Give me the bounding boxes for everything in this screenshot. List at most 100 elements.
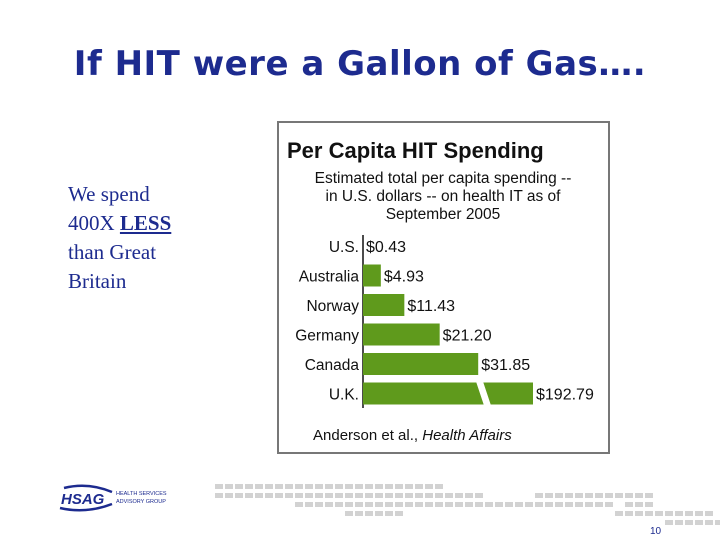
category-label: U.K.	[329, 387, 359, 404]
deco-dot	[345, 484, 353, 489]
deco-dot	[445, 502, 453, 507]
deco-dot	[405, 484, 413, 489]
deco-dot	[435, 502, 443, 507]
value-label: $31.85	[481, 357, 530, 374]
deco-dot	[315, 493, 323, 498]
deco-dot	[265, 493, 273, 498]
deco-dot	[485, 502, 493, 507]
deco-dot	[235, 493, 243, 498]
deco-dot	[625, 493, 633, 498]
deco-dot	[685, 520, 693, 525]
deco-dot	[535, 502, 543, 507]
deco-dot	[275, 484, 283, 489]
deco-dot	[455, 493, 463, 498]
value-label: $0.43	[366, 239, 406, 256]
bar-germany	[363, 323, 440, 346]
source-authors: Anderson et al.,	[313, 427, 422, 444]
deco-dot	[465, 502, 473, 507]
deco-dot	[375, 493, 383, 498]
deco-dot	[325, 502, 333, 507]
body-line-4: Britain	[68, 269, 127, 293]
deco-dot	[335, 484, 343, 489]
deco-dot	[495, 502, 503, 507]
deco-dot	[395, 502, 403, 507]
deco-dot	[245, 493, 253, 498]
deco-dot	[435, 493, 443, 498]
deco-dot	[715, 520, 720, 525]
deco-dot	[235, 484, 243, 489]
deco-dot	[385, 493, 393, 498]
deco-dot	[415, 493, 423, 498]
deco-dot	[425, 502, 433, 507]
deco-dot	[365, 493, 373, 498]
deco-dot	[305, 502, 313, 507]
source-journal: Health Affairs	[422, 427, 512, 444]
deco-dot	[225, 493, 233, 498]
deco-dot	[405, 493, 413, 498]
deco-dot	[635, 502, 643, 507]
slide-title: If HIT were a Gallon of Gas….	[73, 44, 647, 84]
body-emphasis: LESS	[119, 211, 172, 235]
deco-dot	[695, 520, 703, 525]
body-line-3: than Great	[68, 240, 157, 264]
deco-dot	[215, 484, 223, 489]
deco-dot	[635, 511, 643, 516]
deco-dot	[345, 502, 353, 507]
deco-dot	[475, 493, 483, 498]
category-label: Norway	[306, 298, 359, 315]
deco-dot	[545, 502, 553, 507]
deco-dot	[645, 493, 653, 498]
deco-dot	[575, 502, 583, 507]
deco-dot	[225, 484, 233, 489]
body-prefix: 400X	[68, 211, 120, 235]
deco-dot	[325, 484, 333, 489]
axis-break	[476, 381, 491, 406]
deco-dot	[395, 484, 403, 489]
deco-dot	[345, 493, 353, 498]
deco-dot	[615, 511, 623, 516]
deco-dot	[355, 493, 363, 498]
deco-dot	[565, 493, 573, 498]
deco-dot	[375, 484, 383, 489]
body-line-2: 400X LESS	[68, 209, 218, 238]
category-label: Australia	[299, 269, 360, 286]
hsag-logo: HSAG HEALTH SERVICES ADVISORY GROUP	[58, 484, 168, 512]
deco-dot	[445, 493, 453, 498]
logo-line-2: ADVISORY GROUP	[116, 499, 166, 505]
deco-dot	[305, 493, 313, 498]
deco-dot	[595, 493, 603, 498]
deco-dot	[575, 493, 583, 498]
deco-dot	[325, 493, 333, 498]
deco-dot	[255, 484, 263, 489]
deco-dot	[535, 493, 543, 498]
deco-dot	[335, 493, 343, 498]
deco-dot	[435, 484, 443, 489]
deco-dot	[365, 484, 373, 489]
deco-dot	[455, 502, 463, 507]
deco-dot	[675, 520, 683, 525]
deco-dot	[695, 511, 703, 516]
deco-dot	[585, 502, 593, 507]
chart-subtitle-3: September 2005	[386, 206, 501, 223]
chart-subtitle-1: Estimated total per capita spending --	[315, 170, 572, 187]
deco-dot	[555, 493, 563, 498]
deco-dot	[265, 484, 273, 489]
deco-dot	[585, 493, 593, 498]
deco-dot	[365, 502, 373, 507]
deco-dot	[245, 484, 253, 489]
deco-dot	[515, 502, 523, 507]
value-label: $4.93	[384, 269, 424, 286]
deco-dot	[415, 484, 423, 489]
deco-dot	[625, 502, 633, 507]
deco-dot	[425, 484, 433, 489]
deco-dot	[675, 511, 683, 516]
deco-dot	[705, 520, 713, 525]
deco-dot	[525, 502, 533, 507]
deco-dot	[685, 511, 693, 516]
deco-dot	[605, 502, 613, 507]
chart-image: Per Capita HIT Spending Estimated total …	[277, 121, 610, 454]
deco-dot	[595, 502, 603, 507]
deco-dot	[375, 502, 383, 507]
deco-dot	[285, 484, 293, 489]
category-label: Germany	[295, 328, 359, 345]
